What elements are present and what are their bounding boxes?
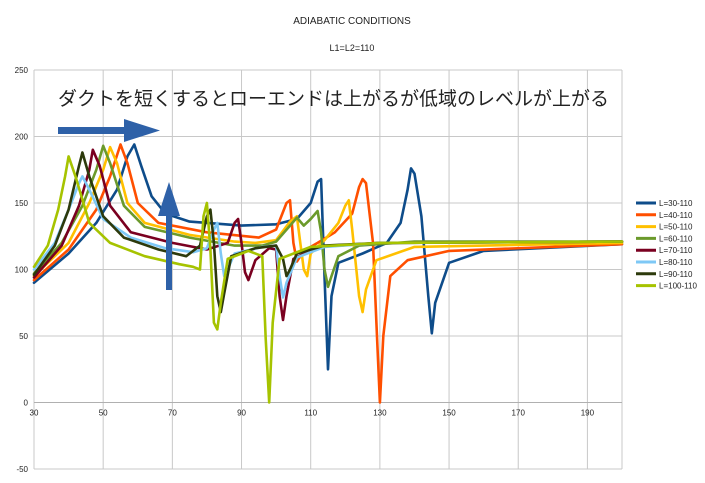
chart-subtitle: L1=L2=110 [330,43,375,53]
y-tick-label: 0 [24,399,29,408]
y-tick-label: 100 [15,266,29,275]
y-tick-label: 50 [19,332,28,341]
y-tick-label: 200 [15,133,29,142]
legend-label: L=50-110 [659,223,693,232]
up-arrow-annotation [158,182,180,290]
series-line-0 [32,143,624,371]
right-arrow-annotation [58,119,160,142]
x-tick-label: 130 [373,409,387,418]
chart-title: ADIABATIC CONDITIONS [293,16,411,27]
x-tick-label: 150 [442,409,456,418]
x-tick-labels: 30 50 70 90 110 130 150 170 190 [30,409,595,418]
series-lines [32,143,624,404]
series-line-3 [32,144,624,289]
x-tick-label: 50 [99,409,108,418]
legend: L=30-110 L=40-110 L=50-110 L=60-110 L=70-110… [636,199,697,291]
x-tick-label: 90 [237,409,246,418]
legend-label: L=60-110 [659,234,693,243]
x-tick-label: 190 [581,409,595,418]
legend-label: L=70-110 [659,246,693,255]
legend-label: L=40-110 [659,211,693,220]
x-tick-label: 30 [30,409,39,418]
series-line-6 [32,151,624,314]
series-line-7 [32,155,624,404]
legend-label: L=30-110 [659,199,693,208]
x-tick-label: 70 [168,409,177,418]
y-tick-label: 250 [15,66,29,75]
y-tick-labels: -50 0 50 100 150 200 250 [15,66,29,474]
y-tick-label: 150 [15,199,29,208]
x-tick-label: 110 [304,409,317,418]
x-tick-label: 170 [512,409,526,418]
annotation-text: ダクトを短くするとローエンドは上がるが低域のレベルが上がる [58,88,609,110]
series-line-2 [32,145,624,314]
series-line-4 [32,148,624,322]
legend-label: L=90-110 [659,270,693,279]
legend-label: L=100-110 [659,282,697,291]
series-line-5 [32,175,624,299]
legend-label: L=80-110 [659,258,693,267]
y-tick-label: -50 [16,465,28,474]
